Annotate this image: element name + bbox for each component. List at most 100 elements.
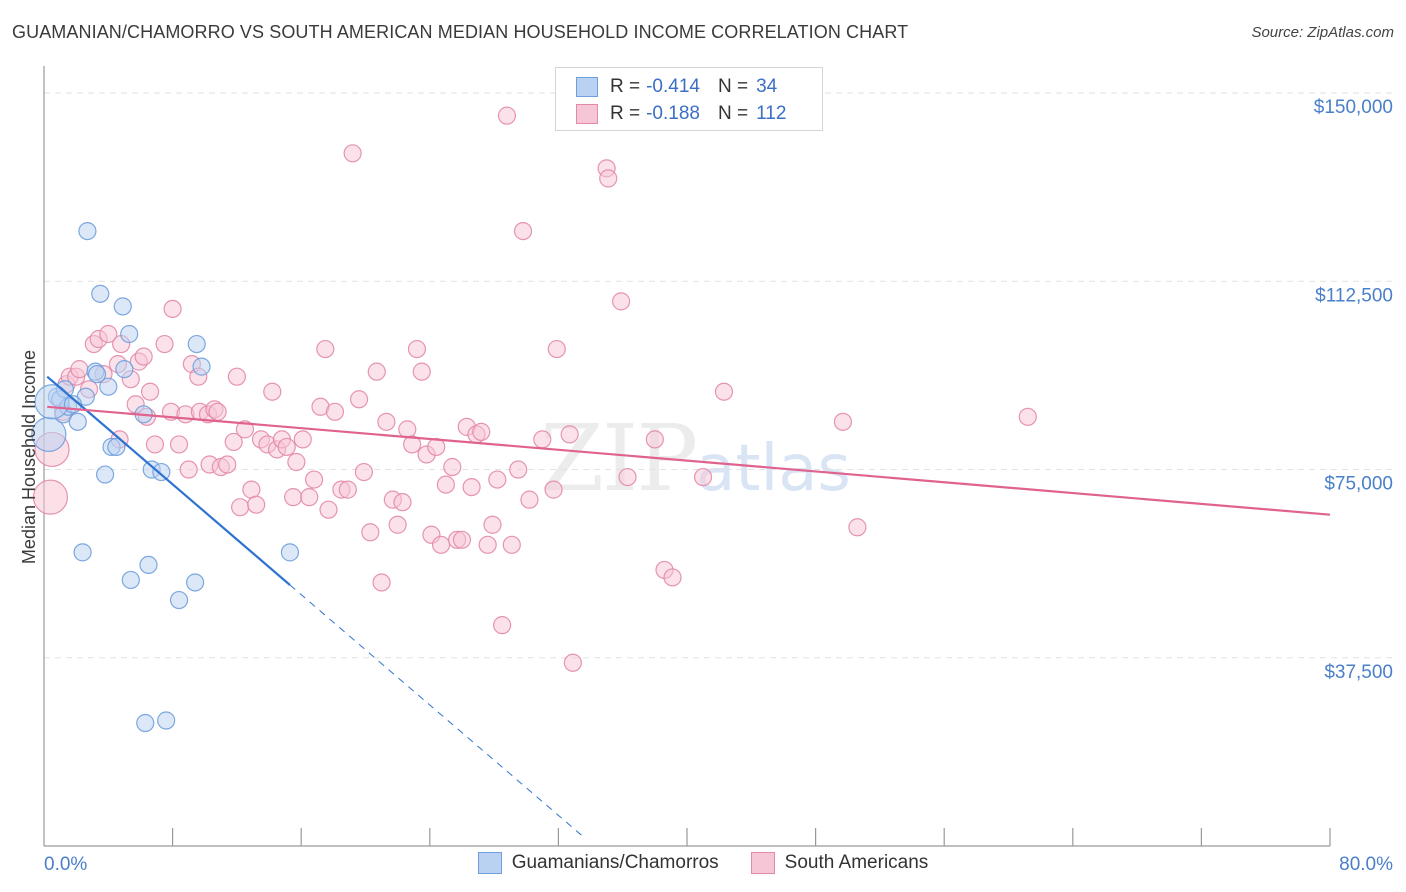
legend-row-south-americans: R = -0.188 N = 112 xyxy=(576,102,786,126)
south-americans-point xyxy=(70,360,89,379)
legend-label-south-americans: South Americans xyxy=(784,852,929,873)
zipatlas-watermark: ZIPatlas xyxy=(540,405,851,512)
south-americans-point xyxy=(599,169,618,188)
legend-n-value: 112 xyxy=(756,103,787,124)
south-americans-point xyxy=(361,523,380,542)
south-americans-point xyxy=(247,495,266,514)
south-americans-point xyxy=(343,144,362,163)
south-americans-point xyxy=(493,616,512,635)
guamanians-point xyxy=(73,543,92,562)
south-americans-point xyxy=(611,292,631,311)
guamanians-point xyxy=(192,357,211,376)
south-americans-point xyxy=(263,382,282,401)
legend-r-value: -0.414 xyxy=(646,76,700,97)
y-tick-label: $150,000 xyxy=(1314,97,1393,118)
south-americans-point xyxy=(155,334,174,354)
south-americans-point xyxy=(208,402,227,421)
south-americans-point xyxy=(145,435,165,454)
south-americans-point xyxy=(224,432,243,452)
guamanians-point xyxy=(139,555,158,575)
axes xyxy=(43,66,1331,847)
guamanians-trend-extension xyxy=(289,584,583,837)
legend-r-label: R = xyxy=(610,103,641,124)
south-americans-points xyxy=(32,106,1037,672)
south-americans-point xyxy=(645,430,664,449)
legend-n-label: N = xyxy=(717,103,749,124)
guamanians-point xyxy=(187,334,206,354)
south-americans-point xyxy=(231,498,250,517)
south-americans-point xyxy=(452,530,472,549)
south-americans-point xyxy=(398,420,417,439)
south-americans-point xyxy=(293,430,312,449)
guamanians-point xyxy=(157,711,176,730)
south-americans-point xyxy=(533,430,552,449)
legend-item-guamanians[interactable]: Guamanians/Chamorros xyxy=(477,852,719,874)
south-americans-point xyxy=(509,460,528,479)
south-americans-point xyxy=(179,460,198,479)
guamanians-point xyxy=(113,297,132,316)
south-americans-point xyxy=(563,653,582,672)
south-americans-point xyxy=(367,362,386,381)
south-americans-point xyxy=(300,488,319,507)
guamanians-point xyxy=(121,570,140,590)
south-americans-point xyxy=(140,382,160,401)
source-label: Source: ZipAtlas.com xyxy=(1251,24,1394,41)
x-tick-label-min: 0.0% xyxy=(44,854,87,875)
y-axis-label: Median Household Income xyxy=(19,350,39,564)
south-americans-point xyxy=(349,390,369,409)
guamanians-point xyxy=(115,360,134,379)
south-americans-point xyxy=(714,382,734,401)
south-americans-point xyxy=(560,425,579,444)
south-americans-point xyxy=(277,437,296,457)
south-americans-point xyxy=(488,470,507,489)
south-americans-point xyxy=(32,479,69,515)
legend-n-value: 34 xyxy=(756,76,778,97)
guamanians-point xyxy=(87,365,107,384)
south-americans-point xyxy=(412,362,431,381)
south-americans-point xyxy=(235,420,255,439)
south-americans-point xyxy=(372,573,391,592)
watermark-atlas: atlas xyxy=(696,432,851,506)
guamanians-point xyxy=(78,221,97,241)
south-americans-point xyxy=(284,488,303,507)
south-americans-point xyxy=(242,480,261,499)
south-americans-point xyxy=(513,221,533,241)
guamanians-point xyxy=(99,377,118,396)
legend-r-value: -0.188 xyxy=(646,103,700,124)
south-americans-point xyxy=(431,535,451,554)
south-americans-point xyxy=(833,412,853,431)
guamanians-point xyxy=(107,437,126,457)
guamanians-trend-line xyxy=(46,375,291,586)
south-americans-point xyxy=(618,467,637,487)
series-legend: Guamanians/Chamorros South Americans xyxy=(0,852,1406,874)
south-americans-point xyxy=(287,452,306,472)
south-americans-point xyxy=(483,515,502,534)
legend-item-south-americans[interactable]: South Americans xyxy=(750,852,929,874)
south-americans-point xyxy=(134,347,153,366)
guamanians-point xyxy=(280,543,300,562)
legend-r-label: R = xyxy=(610,76,641,97)
legend-n-label: N = xyxy=(717,76,749,97)
south-americans-point xyxy=(1018,407,1037,426)
guamanians-point xyxy=(169,590,189,610)
south-americans-point xyxy=(304,470,324,489)
guamanians-point xyxy=(136,713,155,733)
south-americans-point xyxy=(403,435,422,454)
south-americans-point xyxy=(462,477,481,497)
south-americans-point xyxy=(497,106,517,125)
south-americans-point xyxy=(544,480,563,499)
south-americans-point xyxy=(443,457,462,477)
south-americans-point xyxy=(407,339,427,359)
guamanians-point xyxy=(91,284,110,303)
tick-labels: $37,500 $75,000 $112,500 $150,000 0.0% 80.0% xyxy=(44,97,1393,875)
legend-swatch-blue xyxy=(477,852,502,874)
south-americans-trend-line xyxy=(47,405,1331,516)
stats-legend: R = -0.414 N = 34 R = -0.188 N = 112 xyxy=(555,67,823,131)
south-americans-point xyxy=(663,568,682,587)
grid-lines xyxy=(44,92,1395,659)
south-americans-point xyxy=(848,518,867,537)
south-americans-point xyxy=(388,515,407,534)
guamanians-point xyxy=(120,324,139,344)
south-americans-point xyxy=(227,367,246,386)
